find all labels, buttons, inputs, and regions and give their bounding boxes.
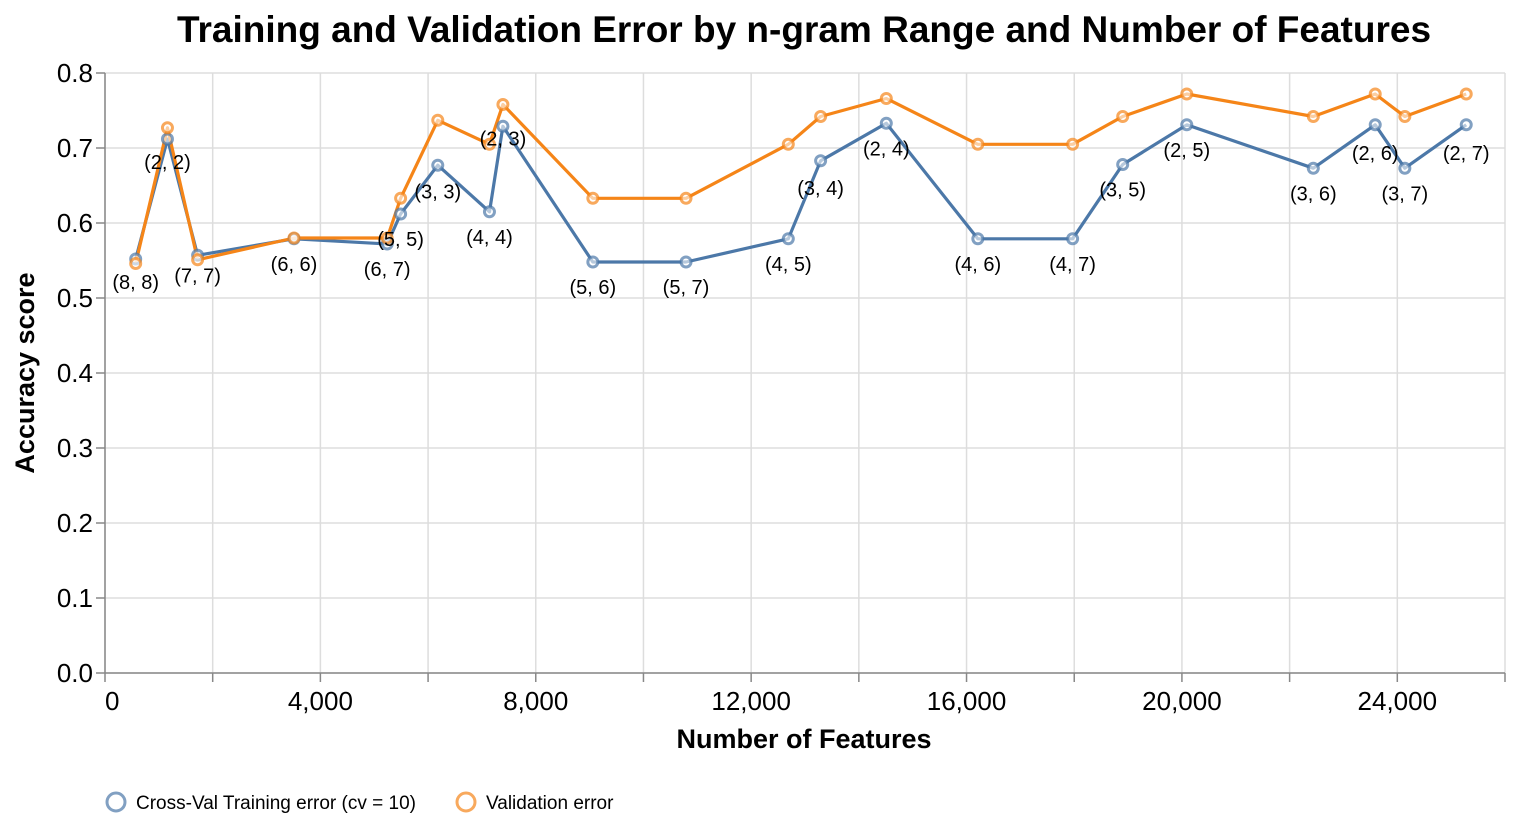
- legend-label: Cross-Val Training error (cv = 10): [136, 793, 416, 814]
- legend-symbol: [455, 791, 477, 813]
- x-tick-label: 24,000: [1358, 686, 1438, 716]
- data-point: [971, 232, 985, 246]
- data-point: [1066, 232, 1080, 246]
- point-label: (2, 5): [1163, 140, 1210, 162]
- point-label: (3, 3): [414, 181, 461, 203]
- data-point: [482, 137, 496, 151]
- y-tick-label: 0.7: [57, 133, 93, 163]
- legend: Cross-Val Training error (cv = 10) Valida…: [105, 791, 614, 814]
- point-label: (5, 6): [570, 277, 617, 299]
- data-point: [160, 121, 174, 135]
- y-tick-label: 0.8: [57, 58, 93, 88]
- x-tick-label: 4,000: [288, 686, 353, 716]
- data-point: [431, 113, 445, 127]
- y-tick-label: 0.4: [57, 358, 93, 388]
- point-label: (4, 7): [1049, 254, 1096, 276]
- series-line: [134, 92, 1467, 264]
- y-tick-label: 0.1: [57, 583, 93, 613]
- data-point: [1180, 118, 1194, 132]
- data-point: [380, 231, 394, 245]
- series-layer: [129, 87, 1473, 270]
- data-point: [1368, 87, 1382, 101]
- data-point: [160, 132, 174, 146]
- data-point: [1368, 118, 1382, 132]
- data-point: [482, 205, 496, 219]
- y-tick-label: 0.6: [57, 208, 93, 238]
- data-point: [1180, 87, 1194, 101]
- data-point: [1116, 110, 1130, 123]
- data-point: [431, 158, 445, 172]
- data-point: [971, 137, 985, 151]
- axes: 0.0 0.1 0.2 0.3 0.4 0.5 0.6 0.7 0.8 0 4,000 8,000 12…: [57, 58, 1506, 716]
- point-label: (3, 5): [1099, 180, 1146, 202]
- data-point: [287, 231, 301, 245]
- point-label: (4, 5): [765, 254, 812, 276]
- point-label: (6, 7): [364, 259, 411, 281]
- y-tick-label: 0.5: [57, 283, 93, 313]
- x-axis-title: Number of Features: [676, 724, 931, 754]
- point-label: (2, 4): [863, 138, 910, 160]
- y-tick-label: 0.3: [57, 433, 93, 463]
- point-label: (4, 4): [466, 227, 513, 249]
- data-point: [1306, 110, 1320, 123]
- point-label: (4, 6): [955, 254, 1002, 276]
- point-label: (7, 7): [174, 265, 221, 287]
- x-tick-label: 16,000: [927, 686, 1007, 716]
- point-label: (5, 5): [377, 229, 424, 251]
- data-point: [1398, 110, 1412, 123]
- point-label: (8, 8): [112, 272, 159, 294]
- x-tick-label: 20,000: [1142, 686, 1222, 716]
- legend-symbol: [105, 791, 127, 813]
- point-label: (2, 2): [144, 152, 191, 174]
- data-point: [394, 191, 408, 205]
- data-point: [586, 191, 600, 205]
- data-point: [394, 207, 408, 221]
- point-label: (2, 6): [1352, 143, 1399, 165]
- point-label: (2, 3): [480, 128, 527, 150]
- point-label: (3, 7): [1382, 183, 1429, 205]
- point-label: (6, 6): [271, 254, 318, 276]
- y-tick-label: 0.2: [57, 508, 93, 538]
- data-point: [1459, 118, 1473, 132]
- data-point: [679, 191, 693, 205]
- data-point: [879, 92, 893, 105]
- x-tick-label: 0: [105, 686, 119, 716]
- data-point: [129, 257, 143, 270]
- data-point: [1066, 137, 1080, 151]
- x-tick-label: 8,000: [503, 686, 568, 716]
- data-point: [496, 98, 510, 111]
- data-point: [781, 232, 795, 246]
- grid: [104, 72, 1506, 674]
- data-point: [496, 119, 510, 133]
- data-point: [586, 255, 600, 269]
- legend-label: Validation error: [486, 793, 614, 814]
- data-point: [679, 255, 693, 269]
- point-labels: (8, 8) (2, 2) (7, 7) (6, 6) (6, 7) (5, 5) (3, …: [112, 128, 1489, 299]
- series-line: [134, 121, 1468, 264]
- x-tick-label: 12,000: [711, 686, 791, 716]
- data-point: [1398, 161, 1412, 175]
- y-axis-title: Accuracy score: [10, 272, 40, 473]
- chart-title: Training and Validation Error by n-gram …: [177, 9, 1431, 50]
- data-point: [1306, 161, 1320, 175]
- data-point: [814, 110, 828, 123]
- y-tick-label: 0.0: [57, 658, 93, 688]
- data-point: [191, 253, 205, 267]
- data-point: [879, 116, 893, 130]
- data-point: [1459, 87, 1473, 101]
- data-point: [781, 137, 795, 151]
- point-label: (3, 4): [797, 178, 844, 200]
- data-point: [814, 154, 828, 168]
- point-label: (3, 6): [1290, 183, 1337, 205]
- point-label: (5, 7): [663, 277, 710, 299]
- point-label: (2, 7): [1443, 143, 1490, 165]
- data-point: [1116, 158, 1130, 171]
